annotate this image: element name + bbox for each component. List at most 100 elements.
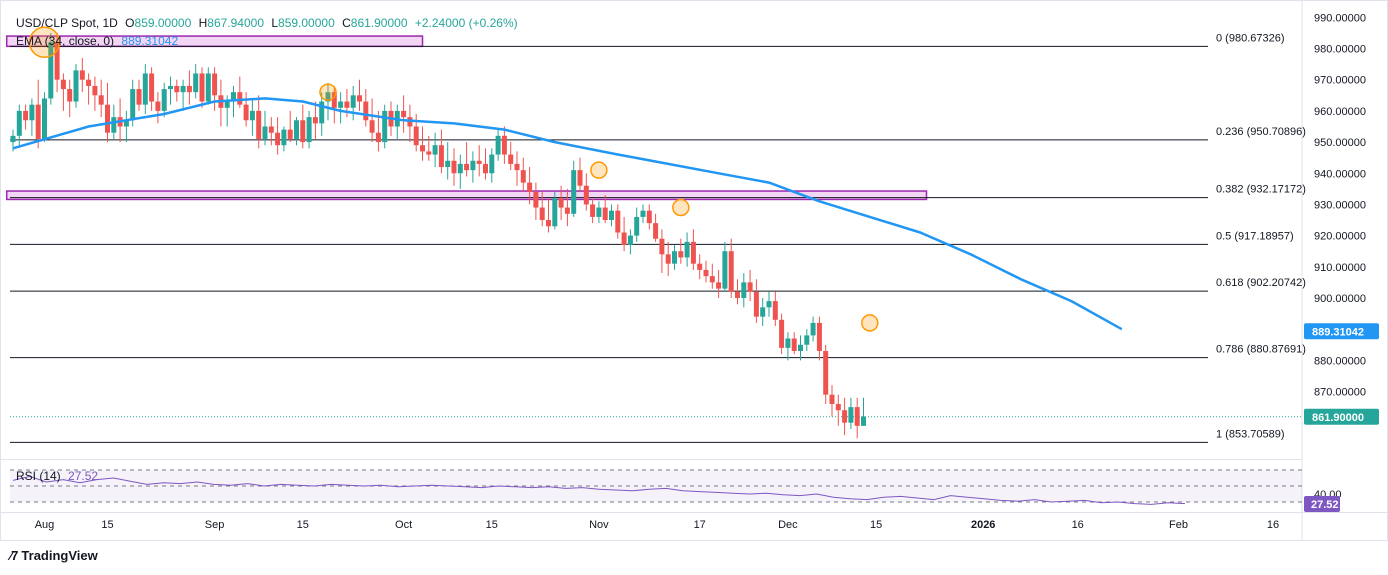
candle-body [35, 104, 41, 139]
candle-body [363, 101, 369, 121]
candle-body [67, 89, 73, 102]
ema-price-label: 889.31042 [1312, 326, 1364, 338]
candle-body [684, 241, 690, 258]
rsi-legend[interactable]: RSI (14) 27.52 [16, 469, 102, 483]
candle-body [212, 73, 218, 96]
highlight-circle [672, 198, 690, 217]
candle-body [779, 319, 785, 348]
x-tick-label: 15 [486, 519, 498, 531]
fib-level-label: 0.382 (932.17172) [1216, 184, 1306, 196]
x-tick-label: Sep [205, 519, 225, 531]
x-tick-label: Nov [589, 519, 609, 531]
rsi-value: 27.52 [68, 469, 99, 483]
x-tick-label: 15 [297, 519, 309, 531]
symbol-title: USD/CLP Spot, 1D [16, 16, 118, 30]
symbol-legend[interactable]: USD/CLP Spot, 1D O859.00000 H867.94000 L… [16, 16, 522, 30]
candle-body [73, 70, 79, 102]
candle-body [722, 251, 728, 289]
candle-body [772, 301, 778, 320]
x-tick-label: Feb [1169, 519, 1188, 531]
ema-price-tag [1304, 323, 1379, 340]
candle-body [249, 110, 255, 121]
x-tick-label: Aug [35, 519, 55, 531]
candle-body [136, 89, 142, 105]
candle-body [344, 101, 350, 108]
candle-body [470, 160, 476, 171]
ohlc-high: H867.94000 [198, 16, 264, 30]
candle-body [527, 182, 533, 192]
highlight-circle [590, 161, 608, 179]
candle-body [539, 207, 545, 221]
x-tick-label: 16 [1267, 519, 1279, 531]
candle-body [180, 85, 186, 93]
candle-body [432, 145, 438, 155]
candle-body [86, 79, 92, 86]
last-price-tag [1304, 408, 1379, 425]
candle-body [558, 198, 564, 208]
candle-body [10, 135, 16, 143]
candle-body [653, 223, 659, 239]
candle-body [716, 282, 722, 289]
candle-body [533, 191, 539, 208]
candle-body [546, 220, 551, 227]
candle-body [48, 42, 54, 99]
candle-body [375, 132, 381, 143]
candle-body [804, 335, 810, 345]
candle-body [703, 269, 709, 277]
ohlc-open: O859.00000 [125, 16, 192, 30]
candle-body [495, 135, 501, 155]
candle-body [659, 238, 665, 255]
rsi-line [12, 475, 1186, 505]
candle-body [621, 232, 627, 245]
y-tick-label: 870.00000 [1314, 387, 1366, 399]
candle-body [111, 117, 117, 133]
candle-body [697, 263, 703, 270]
candle-body [842, 410, 848, 423]
candle-body [275, 132, 281, 146]
candle-body [489, 154, 495, 174]
candle-body [690, 241, 696, 264]
candle-body [29, 104, 35, 121]
x-tick-label: Dec [778, 519, 798, 531]
fib-level-label: 0.5 (917.18957) [1216, 230, 1294, 242]
rsi-band [10, 470, 1302, 502]
ema-legend[interactable]: EMA (34, close, 0) 889.31042 [16, 34, 182, 48]
candle-body [79, 70, 85, 80]
candle-body [615, 210, 621, 233]
rsi-value-label: 27.52 [1311, 499, 1339, 511]
candle-body [174, 85, 180, 93]
candle-body [445, 160, 451, 168]
candle-body [709, 276, 715, 283]
candle-body [237, 92, 243, 105]
candle-body [149, 73, 155, 102]
candle-body [325, 92, 331, 102]
y-tick-label: 880.00000 [1314, 355, 1366, 367]
candle-body [426, 151, 432, 155]
candle-body [785, 338, 791, 348]
x-tick-label: 15 [101, 519, 113, 531]
candle-body [243, 104, 249, 121]
candle-body [331, 92, 337, 108]
candle-body [23, 110, 29, 121]
y-tick-label: 960.00000 [1314, 106, 1366, 118]
x-tick-label: 17 [694, 519, 706, 531]
candle-body [287, 129, 293, 139]
last-price-label: 861.90000 [1312, 412, 1364, 424]
candle-body [130, 89, 136, 121]
candle-body [577, 170, 583, 186]
y-tick-label: 970.00000 [1314, 75, 1366, 87]
y-tick-label: 950.00000 [1314, 137, 1366, 149]
fib-level-label: 1 (853.70589) [1216, 428, 1285, 440]
y-tick-label: 900.00000 [1314, 293, 1366, 305]
candle-body [564, 207, 570, 214]
y-tick-label: 910.00000 [1314, 262, 1366, 274]
fib-level-label: 0.786 (880.87691) [1216, 344, 1306, 356]
candle-body [401, 110, 407, 118]
candle-body [357, 95, 362, 102]
candle-body [205, 73, 211, 102]
tradingview-logo[interactable]: ⁄7 TradingView [10, 548, 98, 563]
highlight-circle [861, 314, 879, 332]
candle-body [596, 207, 602, 217]
candle-body [306, 117, 312, 143]
